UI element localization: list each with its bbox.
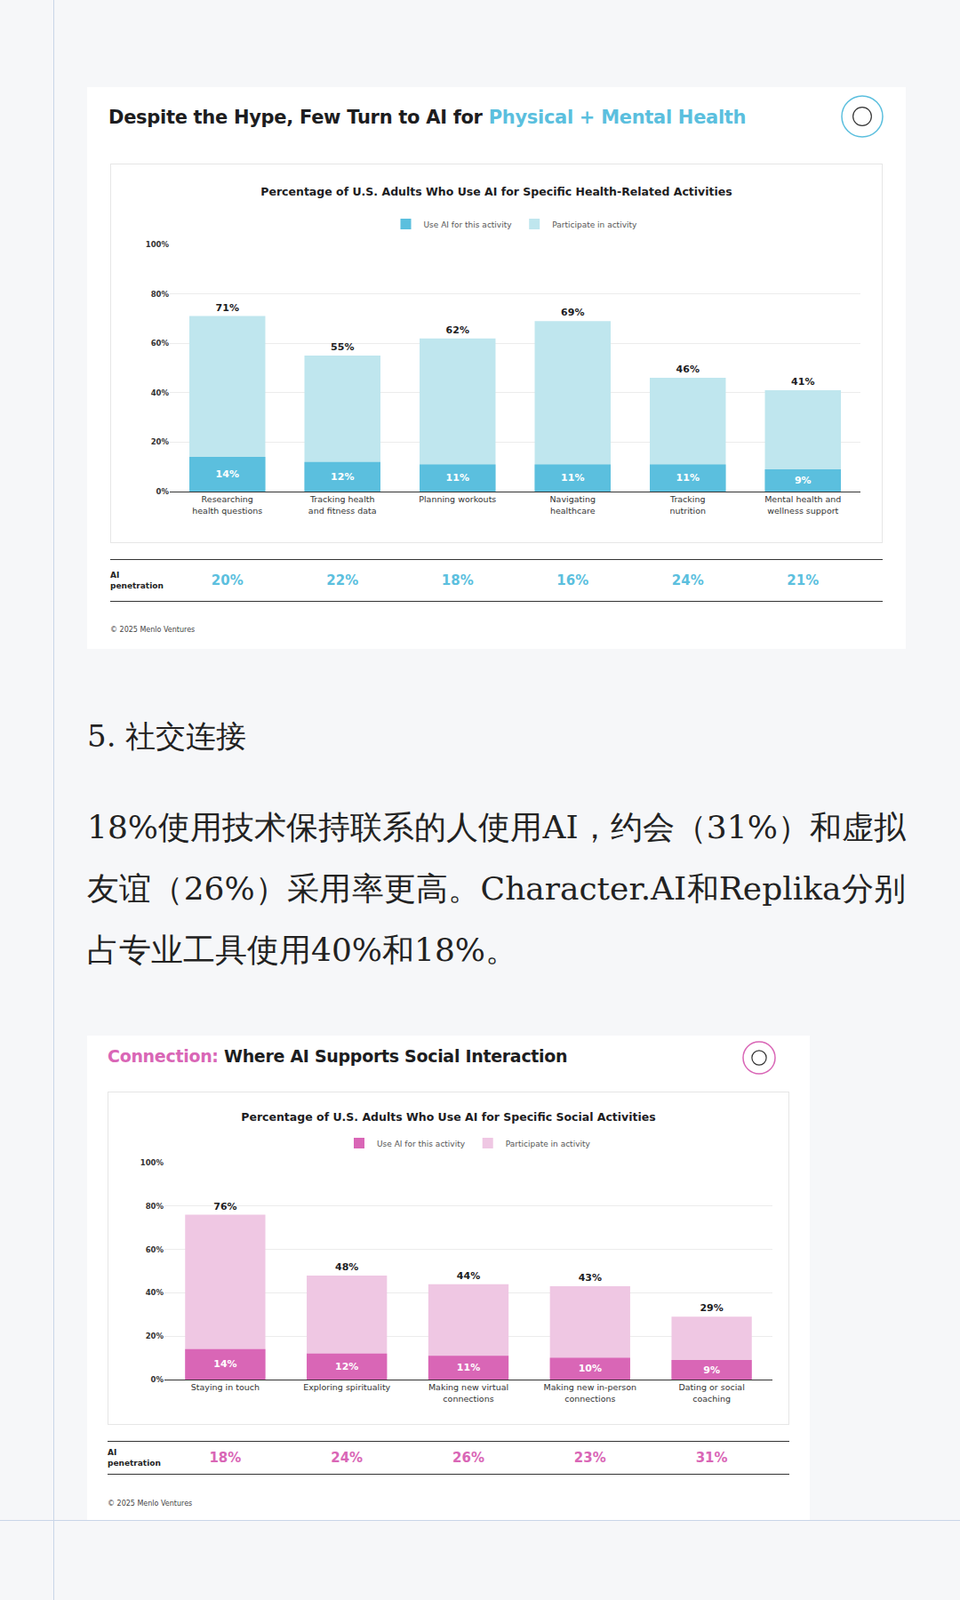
svg-text:Use AI for this activity: Use AI for this activity [424, 220, 513, 230]
svg-text:55%: 55% [330, 341, 354, 353]
svg-text:Researchinghealth questions: Researchinghealth questions [192, 494, 263, 515]
svg-text:20%: 20% [151, 437, 170, 447]
svg-text:40%: 40% [145, 1288, 165, 1297]
svg-text:20%: 20% [145, 1331, 165, 1341]
html-text:18%: 18% [441, 572, 474, 589]
svg-text:12%: 12% [330, 471, 354, 483]
html-text:18%: 18% [209, 1449, 242, 1466]
svg-text:48%: 48% [335, 1261, 359, 1273]
html-text:AI penetration: AI penetration [110, 570, 164, 591]
html-text:24%: 24% [671, 572, 704, 589]
svg-text:Exploring spirituality: Exploring spirituality [303, 1382, 391, 1392]
svg-text:76%: 76% [213, 1200, 237, 1213]
svg-text:0%: 0% [156, 487, 170, 496]
svg-text:14%: 14% [216, 468, 240, 480]
svg-text:62%: 62% [446, 324, 470, 336]
svg-text:Mental health andwellness supp: Mental health andwellness support [764, 494, 841, 515]
svg-text:100%: 100% [145, 240, 170, 249]
html-text:© 2025 Menlo Ventures: © 2025 Menlo Ventures [107, 1499, 193, 1508]
svg-text:11%: 11% [456, 1361, 480, 1374]
html-text:5. 社交连接: 5. 社交连接 [87, 718, 247, 754]
svg-text:43%: 43% [578, 1272, 602, 1284]
html-text:© 2025 Menlo Ventures: © 2025 Menlo Ventures [110, 625, 195, 634]
svg-text:29%: 29% [699, 1302, 723, 1314]
svg-text:Making new virtualconnections: Making new virtualconnections [428, 1382, 509, 1403]
svg-text:40%: 40% [151, 388, 170, 398]
svg-text:Percentage of U.S. Adults Who: Percentage of U.S. Adults Who Use AI for… [240, 1110, 656, 1124]
svg-text:71%: 71% [216, 302, 240, 314]
svg-text:69%: 69% [560, 306, 584, 319]
svg-text:Making new in-personconnection: Making new in-personconnections [544, 1382, 638, 1403]
svg-text:80%: 80% [151, 289, 170, 299]
svg-text:Participate in activity: Participate in activity [552, 220, 638, 230]
svg-text:9%: 9% [703, 1364, 720, 1376]
svg-text:11%: 11% [446, 472, 470, 484]
svg-text:100%: 100% [140, 1158, 165, 1168]
svg-text:44%: 44% [456, 1270, 480, 1282]
svg-text:Percentage of U.S. Adults Who: Percentage of U.S. Adults Who Use AI for… [260, 184, 732, 199]
svg-text:0%: 0% [151, 1375, 165, 1384]
html-text:26%: 26% [452, 1449, 485, 1466]
svg-text:Dating or socialcoaching: Dating or socialcoaching [678, 1382, 744, 1403]
svg-text:60%: 60% [151, 338, 170, 348]
html-text:22%: 22% [326, 572, 359, 589]
svg-text:Use AI for this activity: Use AI for this activity [376, 1139, 466, 1149]
html-text:21%: 21% [786, 572, 819, 589]
svg-text:14%: 14% [213, 1358, 237, 1370]
html-text:24%: 24% [330, 1449, 363, 1466]
svg-text:Participate in activity: Participate in activity [505, 1139, 592, 1149]
svg-text:Navigatinghealthcare: Navigatinghealthcare [550, 494, 596, 515]
html-text:Connection: Where AI Supports: Connection: Where AI Supports Social Int… [107, 1046, 568, 1066]
svg-text:60%: 60% [145, 1245, 165, 1255]
html-text:23%: 23% [574, 1449, 606, 1466]
svg-text:11%: 11% [676, 472, 700, 484]
html-text:20%: 20% [211, 572, 244, 589]
html-text:31%: 31% [695, 1449, 728, 1466]
svg-text:Staying in touch: Staying in touch [191, 1382, 260, 1392]
svg-text:46%: 46% [676, 363, 700, 376]
svg-text:9%: 9% [794, 474, 812, 487]
svg-text:12%: 12% [335, 1360, 359, 1373]
html-text:Despite the Hype, Few Turn to: Despite the Hype, Few Turn to AI for Phy… [108, 106, 747, 128]
svg-text:Planning workouts: Planning workouts [418, 494, 496, 504]
svg-text:80%: 80% [145, 1201, 165, 1211]
html-text:16%: 16% [556, 572, 589, 589]
svg-text:10%: 10% [578, 1362, 602, 1375]
svg-text:11%: 11% [560, 472, 584, 484]
html-text:AI penetration: AI penetration [107, 1448, 161, 1468]
svg-text:Tracking healthand fitness dat: Tracking healthand fitness data [308, 494, 377, 515]
svg-text:41%: 41% [791, 376, 815, 388]
svg-text:Trackingnutrition: Trackingnutrition [669, 494, 706, 515]
html-text:18%使用技术保持联系的人使用AI，约会（31%）和虚拟友谊: 18%使用技术保持联系的人使用AI，约会（31%）和虚拟友谊（26%）采用率更高… [87, 808, 906, 968]
